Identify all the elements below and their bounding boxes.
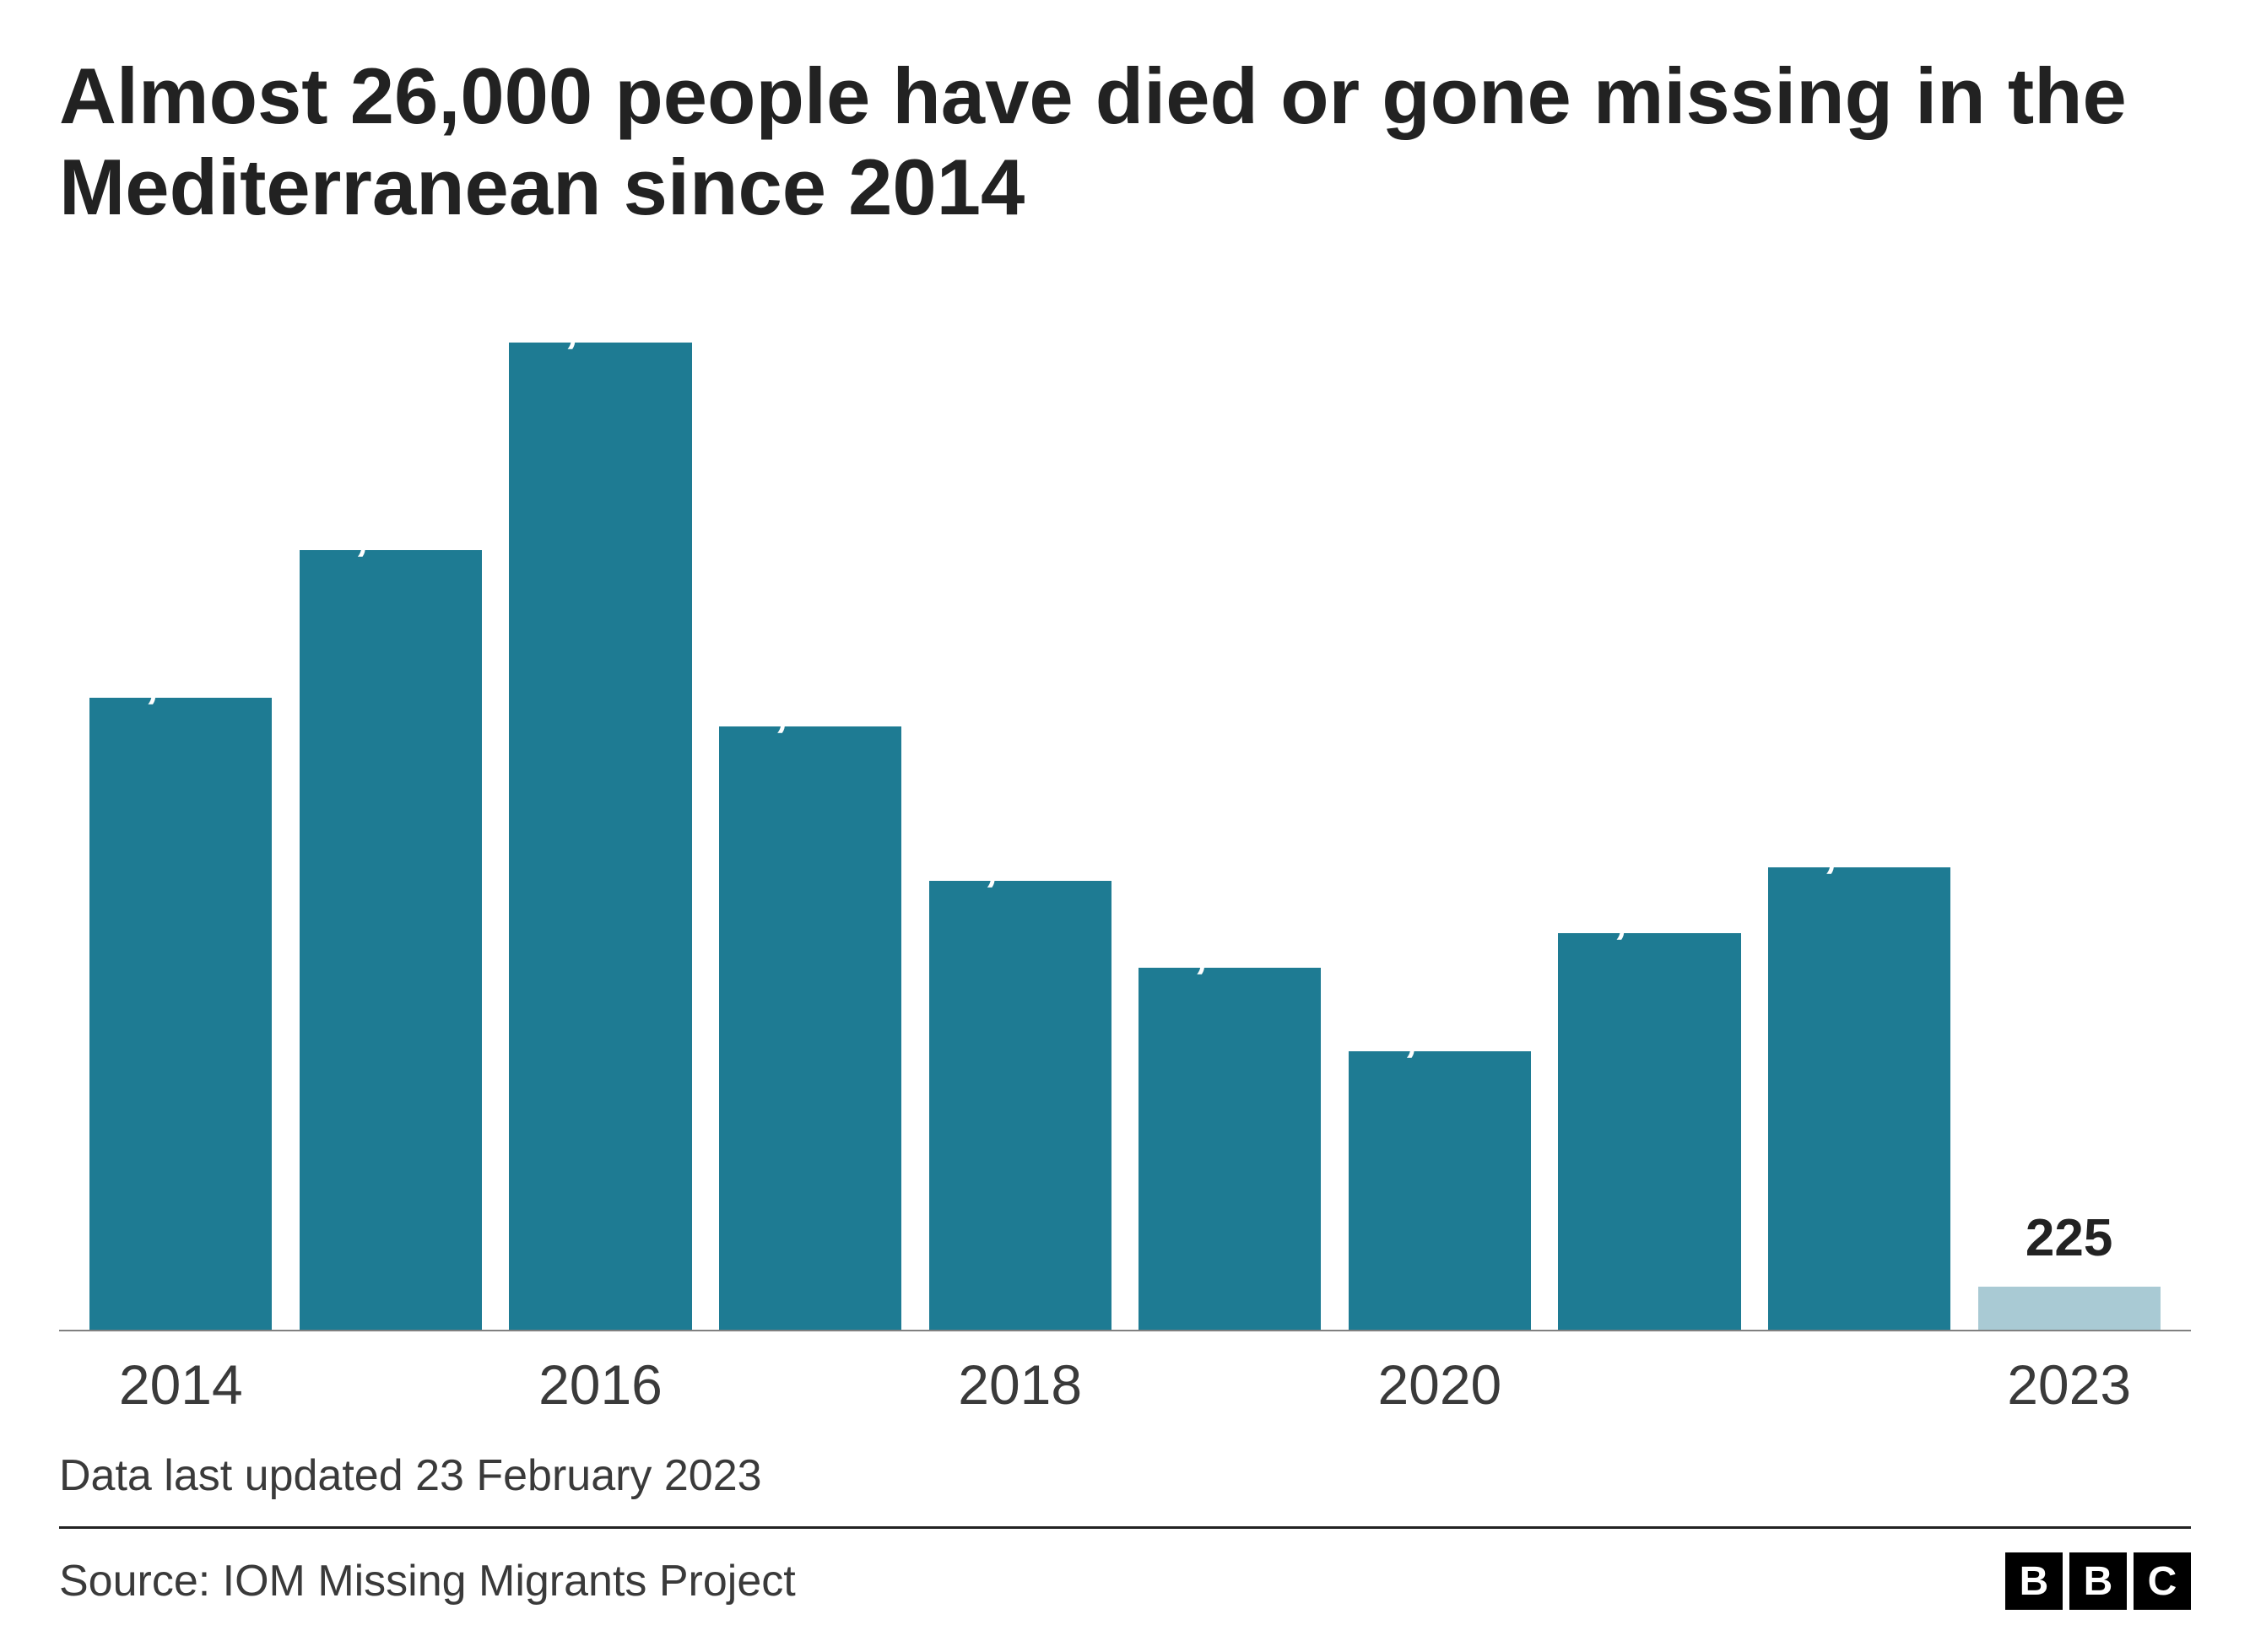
bar (1349, 1051, 1531, 1330)
bar (300, 550, 482, 1330)
bar-group: 3,139 (706, 283, 916, 1330)
bar-group: 4,055 (286, 283, 496, 1330)
bar-value-label: 5,136 (495, 294, 706, 354)
bbc-logo-letter: B (2005, 1552, 2063, 1610)
bar-value-label: 3,139 (706, 678, 916, 737)
x-tick-label: 2016 (495, 1352, 706, 1417)
bar-group: 225 (1964, 283, 2174, 1330)
bar (1139, 968, 1321, 1330)
bar-group: 5,136 (495, 283, 706, 1330)
x-tick-label: 2018 (915, 1352, 1125, 1417)
chart-footer: Source: IOM Missing Migrants Project BBC (59, 1526, 2191, 1610)
bbc-logo-letter: C (2134, 1552, 2191, 1610)
plot-area: 3,289 4,055 5,136 3,139 2,3371,8851,449 2,062… (59, 283, 2191, 1331)
chart-title: Almost 26,000 people have died or gone m… (59, 51, 2191, 233)
chart-container: Almost 26,000 people have died or gone m… (0, 0, 2250, 1652)
x-tick-label: 2020 (1335, 1352, 1545, 1417)
bar-value-label: 2,337 (915, 832, 1125, 892)
bar-group: 2,406 (1755, 283, 1965, 1330)
x-tick-label (706, 1352, 916, 1417)
bar-value-label: 225 (1964, 1208, 2174, 1268)
bar (89, 698, 272, 1330)
bar (719, 726, 901, 1330)
bar (509, 343, 691, 1330)
bar-value-label: 2,406 (1755, 818, 1965, 878)
bar-group: 2,062 (1544, 283, 1755, 1330)
bar-group: 2,337 (915, 283, 1125, 1330)
bar-value-label: 4,055 (286, 501, 496, 561)
bar (1768, 867, 1950, 1330)
x-tick-label (1544, 1352, 1755, 1417)
x-axis: 2014 2016 2018 2020 2023 (59, 1331, 2191, 1450)
x-tick-label: 2014 (76, 1352, 286, 1417)
bar-group: 1,449 (1335, 283, 1545, 1330)
x-tick-label: 2023 (1964, 1352, 2174, 1417)
x-tick-label (1755, 1352, 1965, 1417)
x-tick-label (286, 1352, 496, 1417)
source-text: Source: IOM Missing Migrants Project (59, 1556, 796, 1606)
bar-group: 1,885 (1125, 283, 1335, 1330)
bar (1558, 933, 1740, 1330)
bar-value-label: 1,885 (1125, 919, 1335, 979)
x-tick-label (1125, 1352, 1335, 1417)
bar-value-label: 2,062 (1544, 884, 1755, 944)
chart-footnote: Data last updated 23 February 2023 (59, 1450, 2191, 1526)
bbc-logo: BBC (2005, 1552, 2191, 1610)
bar (929, 881, 1111, 1330)
bar (1978, 1287, 2161, 1330)
bar-group: 3,289 (76, 283, 286, 1330)
bbc-logo-letter: B (2069, 1552, 2127, 1610)
bar-value-label: 3,289 (76, 649, 286, 709)
bar-value-label: 1,449 (1335, 1002, 1545, 1062)
